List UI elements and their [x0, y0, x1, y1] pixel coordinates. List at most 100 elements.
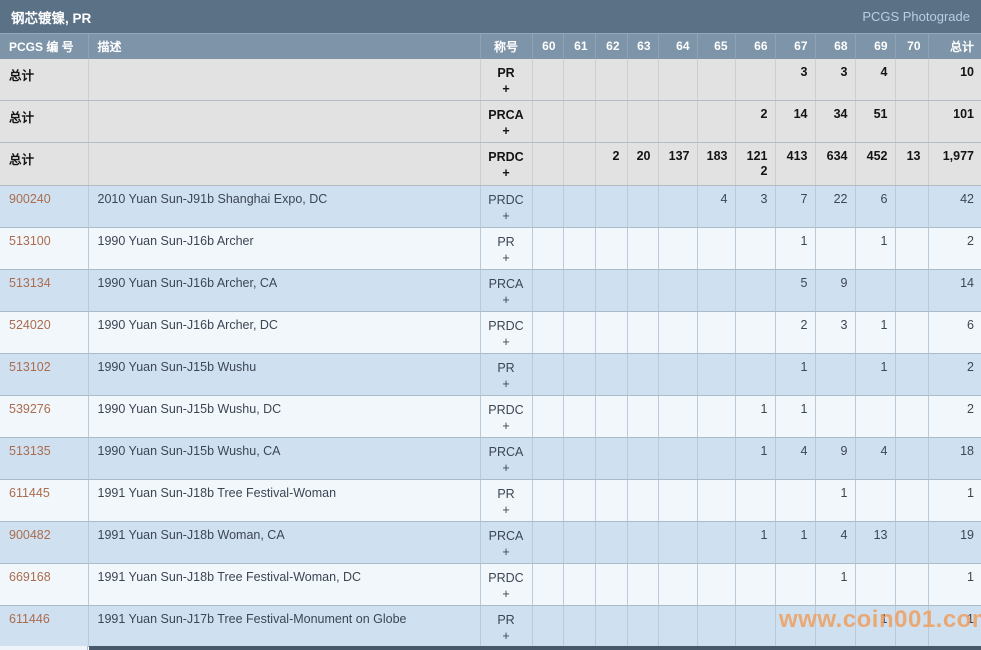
grade-cell-61 — [563, 58, 596, 101]
pcgs-number-link[interactable]: 669168 — [9, 570, 51, 584]
grade-cell-61 — [563, 521, 596, 564]
description-cell: 1991 Yuan Sun-J17b Tree Festival-Monumen… — [88, 605, 481, 647]
pcgs-number-link[interactable]: 513100 — [9, 234, 51, 248]
designation-plus: + — [502, 587, 510, 601]
table-row: 513100 1990 Yuan Sun-J16b Archer PR +1 1 2 — [0, 227, 981, 270]
pcgs-number-link[interactable]: 900482 — [9, 528, 51, 542]
grade-cell-60 — [532, 479, 564, 522]
designation-plus: + — [502, 124, 510, 138]
col-header-grade-65: 65 — [697, 33, 736, 59]
page-title: 钢芯镀镍, PR — [11, 10, 92, 26]
grade-cell-60 — [532, 353, 564, 396]
pcgs-number-link[interactable]: 524020 — [9, 318, 51, 332]
grade-cell-65 — [697, 311, 736, 354]
grade-cell-65: 4 — [697, 185, 736, 228]
designation-cell: PRDC + — [480, 395, 533, 438]
grade-cell-69: 1 — [855, 227, 896, 270]
grade-cell-65 — [697, 353, 736, 396]
pcgs-number-cell: 611446 — [0, 605, 89, 647]
grade-cell-70 — [895, 521, 929, 564]
table-header-row: PCGS 编 号描述 称号 60 61 62 63 64 65 66 67 68 69 70 总计 — [0, 33, 981, 59]
grade-cell-64 — [658, 185, 698, 228]
designation-cell: PRDC + — [480, 311, 533, 354]
grade-cell-68: 3 — [815, 58, 856, 101]
designation-cell: PRDC + — [480, 142, 533, 186]
grade-cell-67: 1 — [775, 353, 816, 396]
grade-cell-65: 183 — [697, 142, 736, 186]
description-cell: 1990 Yuan Sun-J16b Archer — [88, 227, 481, 270]
grade-cell-67: 3 — [775, 58, 816, 101]
grade-cell-67: 413 — [775, 142, 816, 186]
grade-cell-68 — [815, 605, 856, 647]
grade-cell-61 — [563, 100, 596, 143]
col-header-grade-64: 64 — [658, 33, 698, 59]
grade-cell-60 — [532, 437, 564, 480]
grade-cell-63 — [627, 521, 659, 564]
table-row: 513102 1990 Yuan Sun-J15b Wushu PR +1 1 2 — [0, 353, 981, 396]
grade-cell-63 — [627, 58, 659, 101]
grade-cell-60 — [532, 521, 564, 564]
pcgs-number-link[interactable]: 539276 — [9, 402, 51, 416]
grade-cell-63 — [627, 563, 659, 606]
pcgs-number-cell: 611445 — [0, 479, 89, 522]
row-total-cell: 1 — [928, 479, 981, 522]
grade-cell-66 — [735, 269, 776, 312]
row-total-cell: 1 — [928, 563, 981, 606]
col-header-grade-61: 61 — [563, 33, 596, 59]
grade-cell-65 — [697, 58, 736, 101]
grade-cell-67: 14 — [775, 100, 816, 143]
row-total-cell: 101 — [928, 100, 981, 143]
table-row: 900482 1991 Yuan Sun-J18b Woman, CA PRCA +1… — [0, 521, 981, 564]
pcgs-number-cell: 900482 — [0, 521, 89, 564]
designation-plus: + — [502, 461, 510, 475]
grade-cell-69: 452 — [855, 142, 896, 186]
designation-plus: + — [502, 335, 510, 349]
grade-cell-67: 5 — [775, 269, 816, 312]
grade-cell-67: 7 — [775, 185, 816, 228]
grade-cell-62 — [595, 563, 628, 606]
grade-cell-65 — [697, 605, 736, 647]
grade-cell-62 — [595, 58, 628, 101]
grade-cell-66: 2 — [735, 100, 776, 143]
pcgs-number-link[interactable]: 513102 — [9, 360, 51, 374]
designation-cell: PR + — [480, 605, 533, 647]
grade-cell-69: 1 — [855, 353, 896, 396]
grade-cell-69 — [855, 269, 896, 312]
grade-cell-70 — [895, 269, 929, 312]
grade-cell-70 — [895, 185, 929, 228]
grade-cell-63 — [627, 311, 659, 354]
designation-plus: + — [502, 377, 510, 391]
designation-label: PRDC — [488, 319, 524, 333]
pcgs-number-link[interactable]: 900240 — [9, 192, 51, 206]
pcgs-number-link[interactable]: 611445 — [9, 486, 50, 500]
grade-cell-69: 1 — [855, 311, 896, 354]
grade-cell-62 — [595, 185, 628, 228]
pcgs-number-link[interactable]: 513134 — [9, 276, 51, 290]
pcgs-number-cell: 总计 — [0, 58, 89, 101]
grade-cell-68 — [815, 395, 856, 438]
photograde-link[interactable]: PCGS Photograde — [862, 9, 970, 24]
col-header-total: 总计 — [928, 33, 981, 59]
grade-cell-70 — [895, 479, 929, 522]
grade-cell-61 — [563, 563, 596, 606]
designation-cell: PRCA + — [480, 437, 533, 480]
grade-cell-62 — [595, 605, 628, 647]
grade-cell-64 — [658, 100, 698, 143]
grade-cell-60 — [532, 58, 564, 101]
grade-cell-64 — [658, 269, 698, 312]
pcgs-number-cell: 524020 — [0, 311, 89, 354]
grade-cell-60 — [532, 227, 564, 270]
grade-cell-70 — [895, 605, 929, 647]
designation-label: PRDC — [488, 403, 524, 417]
grade-cell-61 — [563, 185, 596, 228]
grade-cell-64: 137 — [658, 142, 698, 186]
designation-plus: + — [502, 251, 510, 265]
grade-cell-64 — [658, 563, 698, 606]
description-cell: 1991 Yuan Sun-J18b Tree Festival-Woman, … — [88, 563, 481, 606]
table-row: 900240 2010 Yuan Sun-J91b Shanghai Expo, … — [0, 185, 981, 228]
pcgs-number-link[interactable]: 611446 — [9, 612, 50, 626]
designation-cell: PRCA + — [480, 269, 533, 312]
row-total-cell: 2 — [928, 227, 981, 270]
pcgs-number-link[interactable]: 513135 — [9, 444, 51, 458]
grade-cell-60 — [532, 605, 564, 647]
